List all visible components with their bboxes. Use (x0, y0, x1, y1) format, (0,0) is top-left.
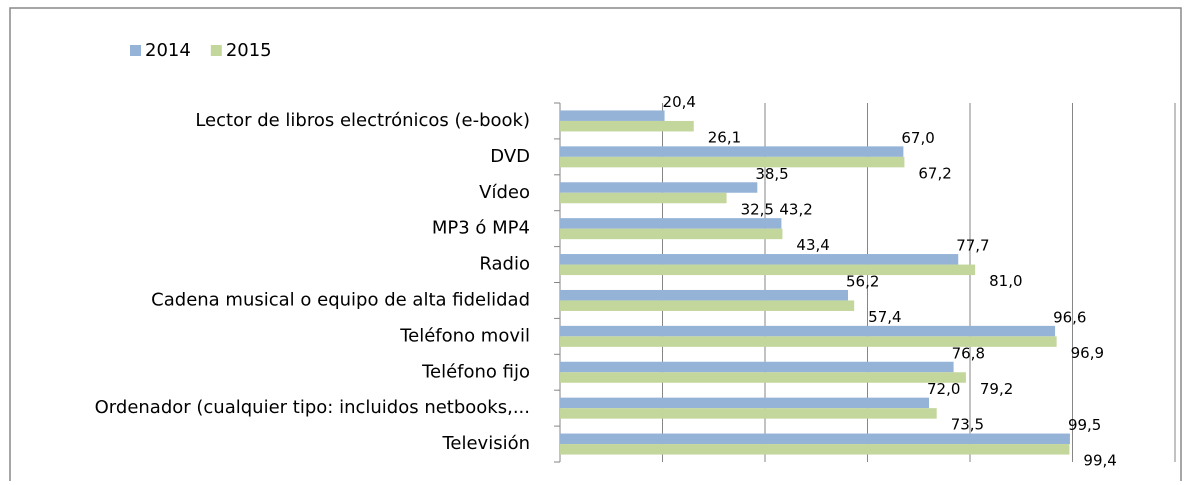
bar (560, 146, 904, 157)
bar (560, 433, 1070, 445)
legend-swatch (210, 45, 222, 56)
legend-label: 2015 (226, 40, 272, 61)
value-label: 67,0 (901, 129, 934, 147)
bar (560, 182, 758, 193)
value-label: 81,0 (989, 272, 1022, 290)
value-label: 96,6 (1053, 308, 1086, 326)
bar (560, 264, 976, 276)
value-label: 38,5 (755, 165, 788, 183)
value-label: 20,4 (663, 93, 696, 111)
bar (560, 300, 855, 311)
bar (560, 372, 966, 383)
y-tick-label: Cadena musical o equipo de alta fidelida… (151, 289, 530, 310)
legend-swatch (130, 45, 141, 56)
value-label: 72,0 (927, 380, 960, 398)
y-tick-label: Radio (479, 254, 530, 275)
bar (560, 120, 694, 132)
bar (560, 408, 937, 419)
value-label: 99,4 (1083, 452, 1116, 470)
value-label: 26,1 (708, 128, 741, 146)
bar (560, 325, 1056, 337)
bar (560, 110, 665, 121)
bar (560, 289, 849, 301)
value-label: 99,5 (1068, 416, 1101, 434)
value-label: 32,5 (741, 200, 774, 218)
legend-label: 2014 (145, 40, 191, 61)
bar (560, 336, 1057, 347)
value-label: 56,2 (846, 272, 879, 290)
value-label: 43,4 (796, 236, 829, 254)
y-tick-label: Teléfono movil (399, 325, 530, 346)
y-tick-label: DVD (490, 146, 530, 167)
bar (560, 192, 727, 204)
y-tick-label: Lector de libros electrónicos (e-book) (195, 110, 530, 131)
y-tick-label: Ordenador (cualquier tipo: incluidos net… (95, 397, 530, 418)
bar (560, 156, 905, 168)
value-label: 77,7 (956, 237, 989, 255)
value-label: 79,2 (980, 380, 1013, 398)
bar (560, 254, 959, 265)
value-label: 96,9 (1071, 344, 1104, 362)
value-label: 57,4 (868, 308, 901, 326)
chart-border (9, 7, 1182, 485)
bar (560, 361, 954, 373)
bar (560, 444, 1070, 455)
y-tick-label: MP3 ó MP4 (432, 218, 530, 239)
bar (560, 218, 782, 229)
value-label: 76,8 (952, 344, 985, 362)
value-label: 73,5 (951, 416, 984, 434)
bar (560, 397, 929, 409)
y-tick-label: Televisión (441, 433, 530, 454)
y-tick-label: Teléfono fijo (421, 361, 530, 382)
value-label: 43,2 (779, 201, 812, 219)
bar (560, 228, 783, 240)
value-label: 67,2 (918, 164, 951, 182)
y-tick-label: Vídeo (479, 182, 530, 203)
